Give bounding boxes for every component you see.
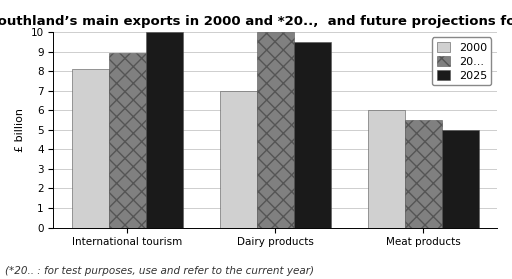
- Bar: [404, 120, 441, 228]
- Title: Southland’s main exports in 2000 and *20..,  and future projections for 2025: Southland’s main exports in 2000 and *20…: [0, 15, 512, 28]
- Bar: [72, 69, 109, 228]
- Bar: [441, 130, 479, 228]
- Bar: [109, 54, 146, 228]
- Bar: [146, 32, 183, 228]
- Bar: [294, 42, 331, 228]
- Text: (*20.. : for test purposes, use and refer to the current year): (*20.. : for test purposes, use and refe…: [5, 266, 314, 276]
- Bar: [257, 32, 294, 228]
- Y-axis label: £ billion: £ billion: [15, 108, 25, 152]
- Legend: 2000, 20..., 2025: 2000, 20..., 2025: [432, 37, 492, 85]
- Bar: [368, 110, 404, 228]
- Bar: [220, 91, 257, 228]
